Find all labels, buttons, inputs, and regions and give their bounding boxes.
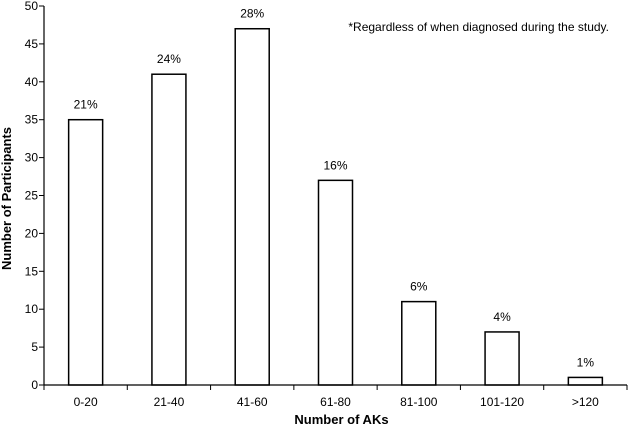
bar <box>151 73 187 386</box>
x-tick-label: 0-20 <box>74 395 98 409</box>
bar <box>484 331 520 386</box>
y-tick-label: 10 <box>25 302 39 316</box>
bar-data-label: 1% <box>577 355 595 369</box>
x-axis-ticks: 0-20 21-40 41-60 61-80 81-100 101-120 >120 <box>43 385 628 409</box>
chart-annotation: *Regardless of when diagnosed during the… <box>348 20 609 34</box>
bar-data-label: 28% <box>240 7 264 21</box>
bar <box>234 27 270 386</box>
x-tick-label: >120 <box>572 395 599 409</box>
x-tick-label: 81-100 <box>400 395 438 409</box>
bar <box>317 179 354 386</box>
y-axis-ticks: 0 5 10 15 20 25 30 35 40 45 50 <box>25 0 44 392</box>
y-tick-label: 5 <box>31 340 38 354</box>
y-tick-label: 20 <box>25 226 39 240</box>
y-tick-label: 15 <box>25 264 39 278</box>
x-tick-label: 101-120 <box>480 395 524 409</box>
x-tick-label: 21-40 <box>154 395 185 409</box>
bar-data-label: 24% <box>157 52 181 66</box>
y-tick-label: 0 <box>31 378 38 392</box>
y-axis-title: Number of Participants <box>0 127 14 270</box>
y-tick-label: 25 <box>25 189 39 203</box>
y-tick-label: 30 <box>25 151 39 165</box>
bars-group <box>67 27 604 386</box>
y-tick-label: 40 <box>25 75 39 89</box>
x-axis-title: Number of AKs <box>294 412 388 427</box>
bar-data-label: 21% <box>74 98 98 112</box>
bar-data-label: 4% <box>493 310 511 324</box>
y-tick-label: 50 <box>25 0 39 13</box>
bar <box>567 376 604 386</box>
data-labels-group: 21% 24% 28% 16% 6% 4% 1% <box>74 7 595 370</box>
y-tick-label: 45 <box>25 37 39 51</box>
x-tick-label: 41-60 <box>237 395 268 409</box>
bar-data-label: 6% <box>410 280 428 294</box>
bar <box>67 118 104 386</box>
x-tick-label: 61-80 <box>320 395 351 409</box>
y-tick-label: 35 <box>25 113 39 127</box>
bar <box>401 300 437 386</box>
bar-data-label: 16% <box>323 158 347 172</box>
